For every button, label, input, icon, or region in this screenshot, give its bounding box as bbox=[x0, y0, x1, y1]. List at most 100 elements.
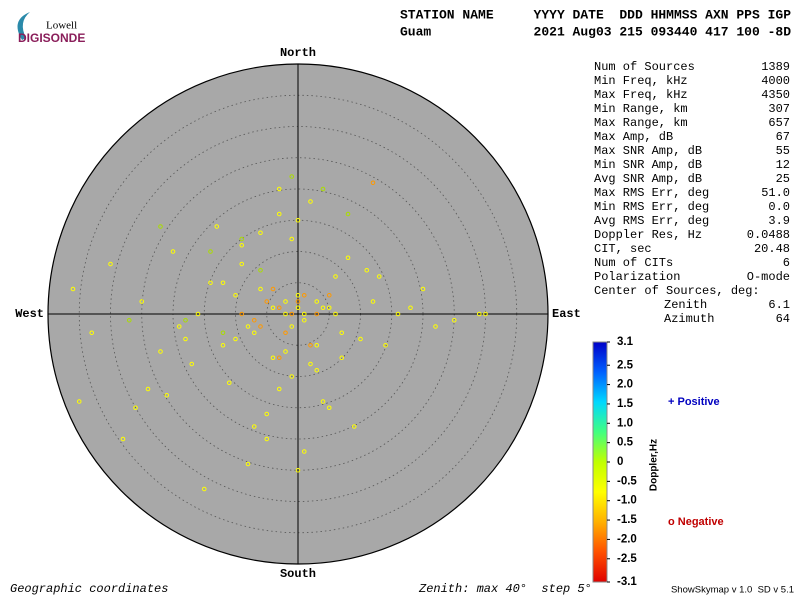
source-point bbox=[308, 199, 313, 204]
colorbar bbox=[592, 341, 608, 583]
source-point bbox=[220, 330, 226, 336]
source-point bbox=[233, 292, 238, 298]
source-point bbox=[164, 392, 170, 398]
source-point bbox=[276, 355, 282, 361]
source-point bbox=[201, 486, 207, 492]
stat-label: Polarization bbox=[594, 270, 680, 284]
stat-label: Avg RMS Err, deg bbox=[594, 214, 709, 228]
source-point bbox=[451, 317, 457, 323]
colorbar-tick-label: 3.1 bbox=[617, 336, 634, 348]
source-point bbox=[308, 361, 313, 367]
colorbar-tick-label: 1.0 bbox=[617, 417, 633, 429]
source-point bbox=[158, 349, 163, 354]
source-point bbox=[239, 242, 245, 248]
source-point bbox=[364, 267, 370, 273]
source-point bbox=[276, 386, 282, 392]
source-point bbox=[289, 311, 295, 317]
source-point bbox=[295, 467, 301, 473]
source-point bbox=[133, 405, 138, 411]
source-point bbox=[320, 186, 326, 192]
source-point bbox=[183, 336, 188, 342]
source-point bbox=[108, 261, 113, 267]
center-title: Center of Sources, deg: bbox=[594, 284, 760, 298]
source-point bbox=[283, 330, 288, 336]
stat-label: Num of Sources bbox=[594, 60, 695, 74]
source-point bbox=[245, 324, 251, 329]
center-value: 64 bbox=[776, 312, 790, 326]
source-point bbox=[333, 311, 338, 317]
source-point bbox=[301, 292, 307, 298]
source-point bbox=[289, 324, 295, 329]
stat-value: 1389 bbox=[761, 60, 790, 74]
stat-label: Num of CITs bbox=[594, 256, 673, 270]
stat-value: 4000 bbox=[761, 74, 790, 88]
source-point bbox=[270, 286, 276, 292]
source-point bbox=[420, 286, 426, 292]
source-point bbox=[251, 424, 257, 429]
source-point bbox=[339, 355, 345, 361]
source-point bbox=[301, 311, 307, 317]
stat-value: O-mode bbox=[747, 270, 790, 284]
colorbar-tick-label: -1.5 bbox=[617, 514, 637, 526]
source-point bbox=[239, 236, 245, 242]
stat-label: Max Freq, kHz bbox=[594, 88, 688, 102]
stat-value: 0.0488 bbox=[747, 228, 790, 242]
stat-value: 20.48 bbox=[754, 242, 790, 256]
source-point bbox=[264, 411, 270, 417]
source-point bbox=[258, 286, 263, 292]
source-point bbox=[258, 230, 263, 236]
header-columns: YYYY DATE DDD HHMMSS AXN PPS IGP bbox=[534, 7, 792, 22]
center-label: Zenith bbox=[664, 298, 707, 312]
source-point bbox=[189, 361, 195, 367]
stat-value: 55 bbox=[776, 144, 790, 158]
source-point bbox=[295, 217, 301, 223]
source-point bbox=[270, 305, 276, 311]
west-label: West bbox=[15, 307, 44, 321]
stat-value: 4350 bbox=[761, 88, 790, 102]
station: Guam bbox=[400, 24, 431, 39]
source-point bbox=[214, 224, 220, 229]
source-point bbox=[358, 336, 363, 342]
positive-legend: + Positive bbox=[668, 396, 720, 408]
source-point bbox=[245, 461, 251, 467]
source-point bbox=[239, 311, 245, 317]
source-point bbox=[326, 405, 332, 411]
south-label: South bbox=[280, 567, 316, 581]
colorbar-tick-label: 2.0 bbox=[617, 379, 633, 391]
source-point bbox=[376, 274, 382, 279]
source-point bbox=[195, 311, 201, 317]
source-point bbox=[276, 305, 282, 311]
source-point bbox=[345, 255, 351, 261]
source-point bbox=[295, 305, 301, 311]
stat-label: Min SNR Amp, dB bbox=[594, 158, 702, 172]
stat-label: Avg SNR Amp, dB bbox=[594, 172, 702, 186]
source-point bbox=[295, 299, 301, 304]
source-point bbox=[314, 299, 320, 304]
source-point bbox=[208, 249, 213, 254]
stat-value: 307 bbox=[768, 102, 790, 116]
logo-bottom: DIGISONDE bbox=[18, 31, 85, 45]
negative-legend: o Negative bbox=[668, 516, 724, 528]
colorbar-label: Doppler,Hz bbox=[649, 439, 660, 491]
source-point bbox=[233, 336, 238, 342]
colorbar-tick-label: 1.5 bbox=[617, 398, 634, 410]
source-point bbox=[295, 292, 301, 298]
source-point bbox=[208, 280, 213, 286]
east-label: East bbox=[552, 307, 581, 321]
source-point bbox=[314, 342, 320, 348]
source-point bbox=[258, 324, 263, 329]
source-point bbox=[139, 299, 145, 304]
source-point bbox=[308, 342, 313, 348]
source-point bbox=[220, 280, 226, 286]
logo-top: Lowell bbox=[46, 20, 77, 32]
footer-right: ShowSkymap v 1.0 SD v 5.1 bbox=[671, 585, 794, 596]
source-point bbox=[333, 274, 338, 279]
source-point bbox=[345, 211, 351, 217]
stat-label: CIT, sec bbox=[594, 242, 652, 256]
colorbar-tick-label: -2.0 bbox=[617, 533, 637, 545]
source-point bbox=[483, 311, 488, 317]
center-value: 6.1 bbox=[768, 298, 790, 312]
colorbar-tick-label: -1.0 bbox=[617, 495, 637, 507]
